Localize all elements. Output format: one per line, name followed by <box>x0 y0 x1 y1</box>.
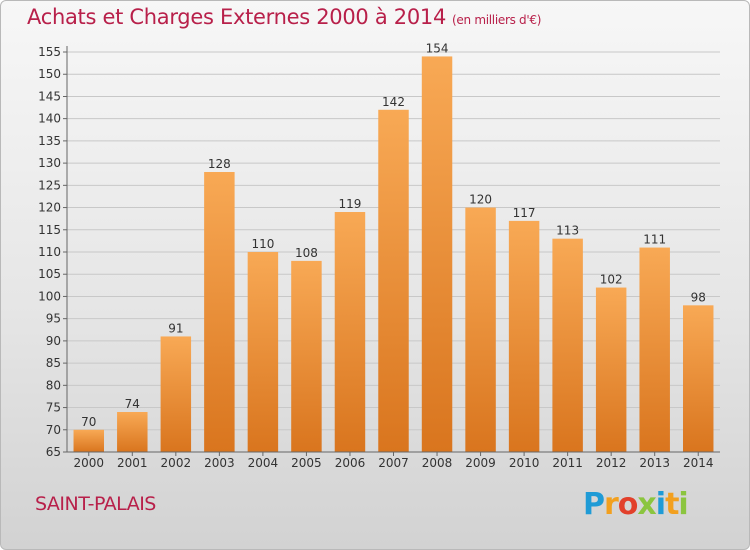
bar-value-label: 120 <box>469 193 492 207</box>
logo-letter: P <box>583 487 605 522</box>
y-tick-label: 105 <box>38 267 61 281</box>
chart-unit: (en milliers d'€) <box>452 13 542 27</box>
logo-letter: i <box>678 487 688 522</box>
y-tick-label: 140 <box>38 112 61 126</box>
bars <box>73 56 714 453</box>
bar <box>421 56 453 452</box>
bar <box>117 412 148 452</box>
y-tick-label: 85 <box>46 356 61 370</box>
y-tick-label: 70 <box>46 423 61 437</box>
x-tick-label: 2003 <box>204 456 235 470</box>
x-tick-label: 2002 <box>161 456 192 470</box>
y-tick-label: 95 <box>46 312 61 326</box>
logo-letter: x <box>637 487 656 522</box>
x-tick-label: 2012 <box>596 456 627 470</box>
y-tick-label: 120 <box>38 201 61 215</box>
y-tick-label: 125 <box>38 178 61 192</box>
bar <box>334 212 366 452</box>
logo-letter: r <box>604 487 619 522</box>
y-tick-label: 80 <box>46 378 61 392</box>
proxiti-logo[interactable]: Proxiti <box>583 487 689 522</box>
axes <box>63 46 720 456</box>
bar <box>595 287 627 452</box>
x-tick-label: 2013 <box>639 456 670 470</box>
bar-value-label: 91 <box>168 321 183 335</box>
logo-letter: t <box>665 487 679 522</box>
x-tick-label: 2000 <box>73 456 104 470</box>
bar-value-label: 128 <box>208 157 231 171</box>
x-tick-label: 2001 <box>117 456 148 470</box>
bar-value-label: 154 <box>426 41 449 55</box>
bar <box>160 336 192 452</box>
bar <box>508 220 540 452</box>
y-tick-label: 65 <box>46 445 61 459</box>
y-tick-label: 130 <box>38 156 61 170</box>
chart-title: Achats et Charges Externes 2000 à 2014 (e… <box>27 5 541 29</box>
bar-value-label: 108 <box>295 246 318 260</box>
x-tick-label: 2007 <box>378 456 409 470</box>
x-tick-label: 2004 <box>248 456 279 470</box>
bar <box>639 247 670 452</box>
chart-title-text: Achats et Charges Externes 2000 à 2014 <box>27 5 447 29</box>
bar-value-label: 119 <box>339 197 362 211</box>
bar-value-label: 111 <box>643 233 666 247</box>
x-tick-label: 2009 <box>465 456 496 470</box>
logo-letter: o <box>617 487 639 522</box>
bar-value-label: 113 <box>556 224 579 238</box>
y-tick-label: 100 <box>38 289 61 303</box>
logo-letter: i <box>655 487 666 522</box>
x-tick-label: 2008 <box>422 456 453 470</box>
bar <box>378 109 409 453</box>
bar <box>291 260 322 452</box>
y-tick-label: 110 <box>38 245 61 259</box>
labels: 65 70 75 80 85 90 95 100 105 110 115 120 125 130 135 14… <box>38 41 713 470</box>
y-tick-label: 135 <box>38 134 61 148</box>
bar <box>204 172 235 452</box>
bar-value-label: 74 <box>125 397 140 411</box>
y-tick-label: 75 <box>46 401 61 415</box>
x-tick-label: 2006 <box>335 456 366 470</box>
y-tick-label: 145 <box>38 89 61 103</box>
bar-value-label: 117 <box>513 206 536 220</box>
x-tick-label: 2014 <box>683 456 714 470</box>
bar <box>73 429 105 452</box>
y-tick-label: 90 <box>46 334 61 348</box>
x-tick-label: 2005 <box>291 456 322 470</box>
y-tick-label: 155 <box>38 45 61 59</box>
bar-value-label: 98 <box>691 290 706 304</box>
bar-value-label: 142 <box>382 95 405 109</box>
y-tick-label: 150 <box>38 67 61 81</box>
y-tick-label: 115 <box>38 223 61 237</box>
bar-value-label: 110 <box>251 237 274 251</box>
bar-value-label: 70 <box>81 415 96 429</box>
bar-value-label: 102 <box>600 273 623 287</box>
bar <box>682 305 714 452</box>
bar <box>465 207 496 452</box>
commune-name: SAINT-PALAIS <box>35 493 156 515</box>
x-tick-label: 2010 <box>509 456 540 470</box>
x-tick-label: 2011 <box>552 456 583 470</box>
bar <box>552 238 583 452</box>
bar <box>247 252 279 452</box>
